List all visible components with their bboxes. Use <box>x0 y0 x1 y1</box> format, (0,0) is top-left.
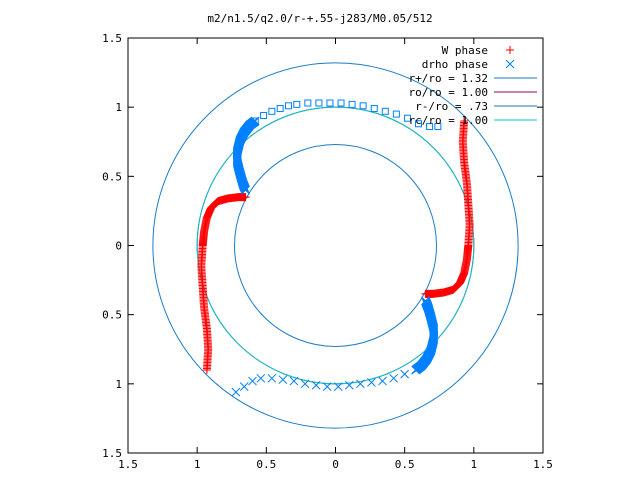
series-2-branch-0-point-13 <box>381 107 389 115</box>
series-2-branch-0-point-10 <box>348 100 356 108</box>
series-3-branch-0-point-12 <box>356 379 365 389</box>
series-3-branch-0-point-4 <box>267 373 277 383</box>
legend-label-1: drho phase <box>422 58 488 71</box>
series-3-branch-0-point-0 <box>231 387 241 397</box>
series-6-circle <box>234 144 437 347</box>
series-0-branch-0-point-13 <box>421 289 430 298</box>
series-2-branch-0-point-5 <box>293 100 301 108</box>
series-2-branch-0-point-15 <box>403 114 411 122</box>
y-tick-label-6: 1.5 <box>102 32 122 45</box>
series-3-branch-0-point-17 <box>411 365 421 375</box>
series-2-branch-0-point-3 <box>276 105 284 113</box>
series-2-branch-0-point-11 <box>359 102 367 110</box>
series-3-branch-0-point-15 <box>389 373 398 383</box>
series-0-branch-1-point-13 <box>241 193 250 202</box>
x-tick-label-6: 1.5 <box>533 458 553 471</box>
x-tick-label-0: 1.5 <box>118 458 138 471</box>
legend-label-7: rc/ro = 1.00 <box>409 114 488 127</box>
legend-label-5: ro/ro = 1.00 <box>409 86 488 99</box>
x-tick-label-4: 0.5 <box>395 458 415 471</box>
x-tick-label-5: 1 <box>471 458 478 471</box>
series-2-branch-0-point-1 <box>260 111 268 119</box>
series-2-branch-0-point-14 <box>392 110 400 118</box>
y-tick-label-4: 0.5 <box>102 170 122 183</box>
legend-marker-0 <box>506 46 514 54</box>
legend-marker-1 <box>505 59 515 69</box>
series-3-branch-0-point-11 <box>344 380 354 390</box>
y-tick-label-5: 1 <box>115 101 122 114</box>
axis-ticks: 1.5 1 0.5 0 0.5 1 1.51.510.500.511.5 <box>102 32 553 471</box>
series-2-branch-0-point-2 <box>268 107 276 115</box>
series-3-branch-0-point-13 <box>367 378 376 387</box>
series-2-branch-0-point-17 <box>426 123 434 131</box>
series-3-branch-0-point-1 <box>239 382 249 391</box>
series-3-branch-0-point-3 <box>256 373 266 383</box>
series-2-branch-0-point-6 <box>304 99 312 107</box>
x-tick-label-3: 0 <box>332 458 339 471</box>
series-2-branch-0-point-12 <box>370 105 378 113</box>
series-3-branch-0-point-10 <box>333 382 343 391</box>
y-tick-label-2: 0.5 <box>102 309 122 322</box>
series-2-branch-0-point-16 <box>415 120 422 128</box>
series-3-branch-0-point-2 <box>248 376 257 386</box>
y-tick-label-0: 1.5 <box>102 447 122 460</box>
series-2-branch-0-point-18 <box>434 123 442 131</box>
y-tick-label-3: 0 <box>115 240 122 253</box>
legend-label-4: r+/ro = 1.32 <box>409 72 488 85</box>
series-4-circle <box>152 62 519 429</box>
chart-title: m2/n1.5/q2.0/r-+.55-j283/M0.05/512 <box>207 12 432 25</box>
x-tick-label-1: 1 <box>194 458 201 471</box>
series-2-branch-0-point-9 <box>337 99 345 107</box>
plot-content <box>152 62 519 429</box>
series-3-branch-0-point-5 <box>278 375 288 385</box>
series-3-branch-0-point-9 <box>322 382 332 391</box>
series-2-branch-0-point-4 <box>284 102 292 110</box>
series-3-branch-0-point-7 <box>300 379 310 389</box>
series-3-branch-0-point-6 <box>289 376 299 386</box>
series-2-branch-0-point-0 <box>251 117 259 125</box>
series-2-branch-0-point-7 <box>315 99 323 107</box>
legend-label-6: r-/ro = .73 <box>415 100 488 113</box>
y-tick-label-1: 1 <box>115 378 122 391</box>
series-3-branch-0-point-14 <box>378 376 387 386</box>
series-2-branch-0-point-8 <box>326 99 334 107</box>
legend-label-0: W phase <box>442 44 488 57</box>
series-3-branch-0-point-16 <box>400 369 410 379</box>
series-3-branch-0-point-8 <box>311 380 321 390</box>
x-tick-label-2: 0.5 <box>256 458 276 471</box>
